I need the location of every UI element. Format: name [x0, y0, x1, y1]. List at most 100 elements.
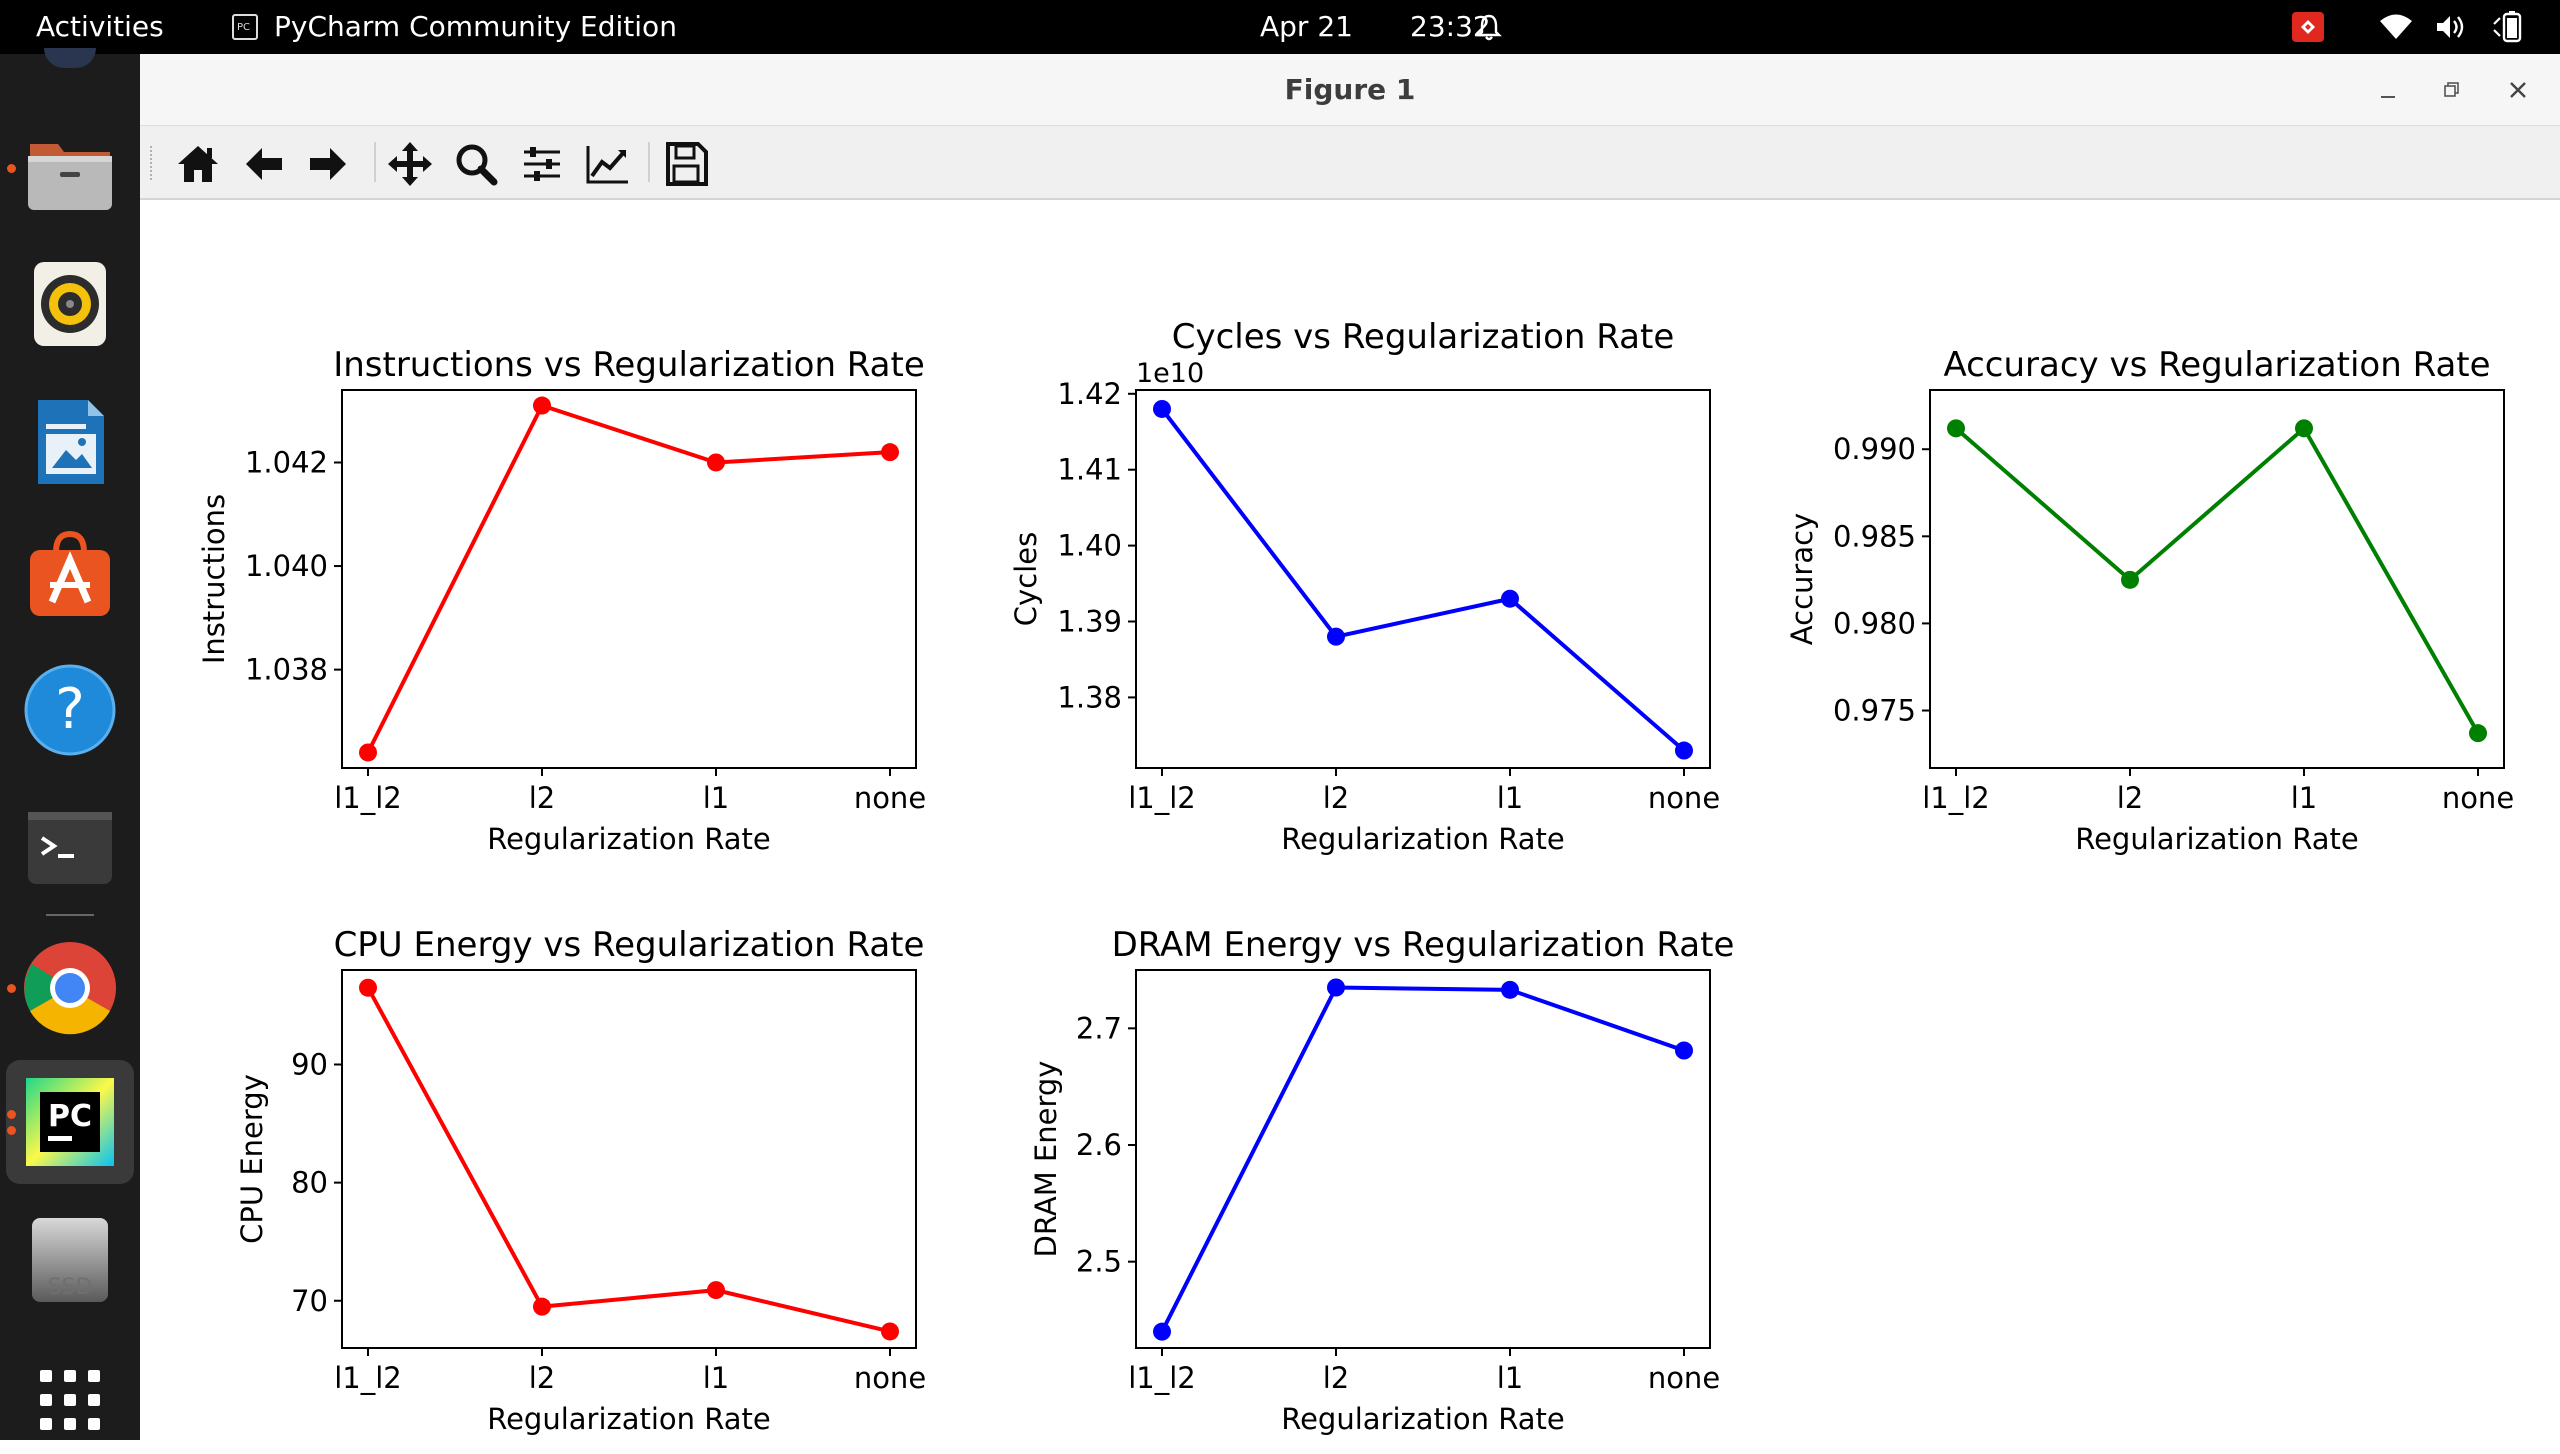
dock-separator: [46, 914, 94, 916]
minimize-icon[interactable]: [2370, 72, 2406, 108]
chart-3-ylabel: Accuracy: [1785, 513, 1819, 645]
back-arrow-icon[interactable]: [238, 138, 290, 190]
chart-2-xtick-label: l1_l2: [1128, 781, 1196, 815]
chart-4-xlabel: Regularization Rate: [487, 1402, 771, 1436]
zoom-icon[interactable]: [450, 138, 502, 190]
dock: ? PC SSD: [0, 48, 140, 1440]
chart-5-ytick-label: 2.7: [1076, 1011, 1122, 1045]
chart-5-ytick-label: 2.5: [1076, 1245, 1122, 1279]
ssd-drive-label: SSD: [48, 1275, 93, 1300]
chart-1-title: Instructions vs Regularization Rate: [333, 345, 925, 385]
ssd-drive-icon[interactable]: SSD: [22, 1212, 118, 1308]
help-icon[interactable]: ?: [22, 662, 118, 758]
chart-5-ytick-label: 2.6: [1076, 1128, 1122, 1162]
chart-1-ytick-label: 1.038: [245, 653, 328, 687]
chart-5-series-line: [1160, 985, 1685, 1333]
chart-1-point-3: [707, 453, 725, 472]
chart-2-title: Cycles vs Regularization Rate: [1172, 317, 1675, 357]
chart-3-point-3: [2295, 419, 2313, 438]
libreoffice-impress-icon[interactable]: [22, 394, 118, 490]
chart-1-xtick-label: l2: [529, 781, 556, 815]
pycharm-running-dot-2: [7, 1126, 16, 1135]
chart-3-point-4: [2469, 724, 2487, 743]
chart-3-xtick-label: l1_l2: [1922, 781, 1990, 815]
chart-3-axes-frame: [1929, 389, 2505, 769]
chart-4-ytick-label: 90: [291, 1048, 328, 1082]
volume-icon[interactable]: [2434, 12, 2468, 46]
chart-2-offset-label: 1e10: [1136, 358, 1204, 389]
chart-3-title: Accuracy vs Regularization Rate: [1943, 345, 2490, 385]
chart-2-point-2: [1327, 627, 1345, 646]
pycharm-icon[interactable]: PC: [22, 1074, 118, 1170]
configure-subplots-icon[interactable]: [516, 138, 568, 190]
chart-1-ylabel: Instructions: [197, 494, 231, 664]
chart-3-xlabel: Regularization Rate: [2075, 822, 2359, 856]
files-icon[interactable]: [22, 124, 118, 220]
chart-2-xtick-label: l1: [1497, 781, 1524, 815]
chart-2-point-3: [1501, 589, 1519, 608]
window-title: Figure 1: [1284, 73, 1416, 106]
chart-4-point-2: [533, 1297, 551, 1316]
forward-arrow-icon[interactable]: [302, 138, 354, 190]
app-center-icon[interactable]: [22, 526, 118, 622]
chart-1-xtick-label: l1: [703, 781, 730, 815]
bell-icon[interactable]: [1474, 12, 1504, 46]
clock-time[interactable]: 23:32: [1410, 10, 1491, 43]
chart-3-xtick-label: none: [2442, 781, 2514, 815]
toolbar-separator-2: [648, 142, 650, 182]
chart-2-ylabel: Cycles: [1009, 532, 1043, 626]
chrome-icon[interactable]: [22, 940, 118, 1036]
chart-4-xtick-label: l1: [703, 1361, 730, 1395]
pan-icon[interactable]: [384, 138, 436, 190]
chart-1-xtick-label: l1_l2: [334, 781, 402, 815]
toolbar-grip: [150, 146, 154, 180]
chart-5-title: DRAM Energy vs Regularization Rate: [1112, 925, 1735, 965]
save-icon[interactable]: [660, 138, 712, 190]
activities-button[interactable]: Activities: [36, 10, 164, 43]
chart-5-xtick-label: l1: [1497, 1361, 1524, 1395]
rhythmbox-icon[interactable]: [22, 256, 118, 352]
maximize-icon[interactable]: [2434, 72, 2470, 108]
chart-5-xtick-label: none: [1648, 1361, 1720, 1395]
figure-canvas[interactable]: Instructions vs Regularization Rate l1_l2…: [140, 200, 2560, 1440]
chart-2-xtick-label: none: [1648, 781, 1720, 815]
chart-4-series-line: [366, 986, 891, 1334]
chart-3-ytick-label: 0.980: [1833, 606, 1916, 640]
chart-2-series-line: [1160, 407, 1686, 753]
top-bar: Activities PC PyCharm Community Edition …: [0, 0, 2560, 54]
chart-4-ylabel: CPU Energy: [235, 1074, 269, 1244]
chart-5-point-3: [1501, 980, 1519, 999]
chart-3-series-line: [1954, 426, 2480, 735]
red-indicator-icon[interactable]: [2292, 12, 2324, 42]
chart-4-point-3: [707, 1281, 725, 1300]
chart-4-ytick-label: 80: [291, 1166, 328, 1200]
chart-3-xtick-label: l2: [2117, 781, 2144, 815]
chart-1-series-line: [366, 403, 891, 754]
chart-5-xtick-label: l2: [1323, 1361, 1350, 1395]
chart-1-xtick-label: none: [854, 781, 926, 815]
chart-5-point-2: [1327, 978, 1345, 997]
app-menu[interactable]: PyCharm Community Edition: [274, 10, 677, 43]
terminal-icon[interactable]: [22, 800, 118, 896]
svg-text:PC: PC: [237, 22, 250, 33]
chart-1-ytick-label: 1.040: [245, 549, 328, 583]
window-titlebar[interactable]: Figure 1: [140, 54, 2560, 126]
close-icon[interactable]: [2500, 72, 2536, 108]
chart-2-ytick-label: 1.38: [1057, 680, 1122, 714]
chart-5-axes-frame: [1135, 969, 1711, 1349]
chart-4-ytick-label: 70: [291, 1284, 328, 1318]
chart-5-point-1: [1153, 1322, 1171, 1341]
battery-icon[interactable]: [2490, 10, 2526, 48]
toolbar-separator: [374, 142, 376, 182]
show-apps-icon[interactable]: [22, 1354, 118, 1450]
chart-2-ytick-label: 1.40: [1057, 529, 1122, 563]
edit-axis-icon[interactable]: [582, 138, 634, 190]
chart-2-ytick-label: 1.39: [1057, 605, 1122, 639]
wifi-icon[interactable]: [2378, 12, 2414, 46]
chart-2-ytick-label: 1.41: [1057, 453, 1122, 487]
chart-1-xlabel: Regularization Rate: [487, 822, 771, 856]
chart-3-ytick-label: 0.975: [1833, 694, 1916, 728]
clock-date[interactable]: Apr 21: [1260, 10, 1353, 43]
chart-5-ylabel: DRAM Energy: [1029, 1061, 1063, 1258]
home-icon[interactable]: [172, 138, 224, 190]
